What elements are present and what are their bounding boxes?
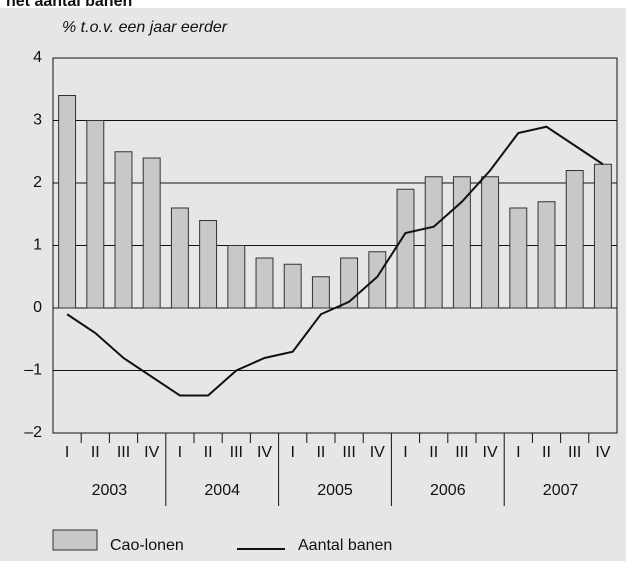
- line: [66, 125, 604, 397]
- x-tick-label: IV: [144, 444, 159, 461]
- y-tick-label: 4: [33, 49, 42, 66]
- year-label: 2006: [430, 482, 466, 499]
- bar: [199, 220, 218, 309]
- year-label: 2005: [317, 482, 353, 499]
- bar: [58, 95, 77, 309]
- bar: [565, 170, 584, 309]
- bar: [86, 120, 105, 309]
- y-tick-label: 1: [33, 237, 42, 254]
- legend-label: Cao-lonen: [110, 537, 184, 554]
- x-tick-label: III: [230, 444, 243, 461]
- bar: [481, 176, 500, 309]
- x-tick-label: I: [516, 444, 520, 461]
- y-tick-label: 2: [33, 174, 42, 191]
- x-tick-label: I: [178, 444, 182, 461]
- x-tick-label: II: [316, 444, 325, 461]
- bar: [170, 207, 189, 309]
- bar: [311, 276, 330, 309]
- bar: [424, 176, 443, 309]
- x-tick-label: IV: [370, 444, 385, 461]
- x-tick-label: IV: [257, 444, 272, 461]
- x-tick-label: II: [429, 444, 438, 461]
- bar: [368, 251, 387, 309]
- bar: [593, 163, 612, 309]
- x-tick-label: II: [91, 444, 100, 461]
- bar: [537, 201, 556, 309]
- y-tick-label: –1: [24, 362, 42, 379]
- x-tick-label: I: [403, 444, 407, 461]
- legend-swatch: [52, 529, 98, 551]
- y-tick-label: 3: [33, 112, 42, 129]
- year-label: 2007: [543, 482, 579, 499]
- bar: [396, 188, 415, 309]
- bar: [340, 257, 359, 309]
- bar: [142, 157, 161, 309]
- chart-title: het aantal banen: [6, 0, 132, 10]
- bar: [255, 257, 274, 309]
- x-tick-label: IV: [595, 444, 610, 461]
- y-tick-label: 0: [33, 299, 42, 316]
- x-tick-label: III: [117, 444, 130, 461]
- x-tick-label: II: [204, 444, 213, 461]
- x-tick-label: III: [455, 444, 468, 461]
- bar: [452, 176, 471, 309]
- x-tick-label: III: [568, 444, 581, 461]
- bar: [283, 263, 302, 309]
- legend-label: Aantal banen: [298, 537, 392, 554]
- bar: [114, 151, 133, 309]
- year-label: 2004: [204, 482, 240, 499]
- x-tick-label: III: [342, 444, 355, 461]
- x-tick-label: I: [290, 444, 294, 461]
- bar: [509, 207, 528, 309]
- y-tick-label: –2: [24, 424, 42, 441]
- x-tick-label: I: [65, 444, 69, 461]
- y-axis-label: % t.o.v. een jaar eerder: [62, 19, 228, 36]
- bar: [227, 245, 246, 309]
- x-tick-label: II: [542, 444, 551, 461]
- x-tick-label: IV: [483, 444, 498, 461]
- year-label: 2003: [92, 482, 128, 499]
